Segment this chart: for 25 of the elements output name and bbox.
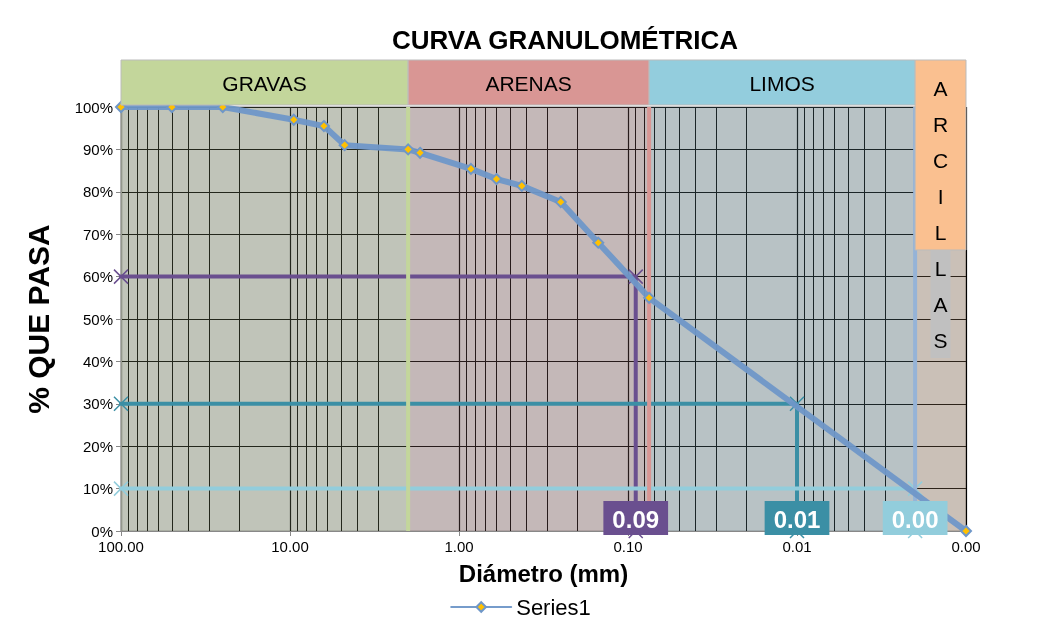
legend-label: Series1 bbox=[516, 594, 591, 620]
chart-title: CURVA GRANULOMÉTRICA bbox=[391, 25, 739, 55]
y-tick-label: 80% bbox=[82, 183, 113, 201]
band-label: LIMOS bbox=[749, 72, 815, 95]
band-label: ARCILLAS bbox=[932, 76, 949, 352]
y-tick-label: 0% bbox=[91, 522, 113, 540]
y-tick-label: 90% bbox=[82, 140, 113, 158]
y-tick-label: 20% bbox=[82, 437, 113, 455]
y-tick-label: 10% bbox=[82, 480, 113, 498]
band-label: GRAVAS bbox=[222, 72, 307, 95]
y-tick-label: 60% bbox=[82, 268, 113, 286]
x-tick-label: 0.01 bbox=[782, 538, 812, 555]
x-axis-title: Diámetro (mm) bbox=[458, 559, 629, 587]
band-label: ARENAS bbox=[485, 72, 572, 95]
x-tick-label: 10.00 bbox=[271, 538, 309, 555]
x-tick-label: 1.00 bbox=[444, 538, 474, 555]
y-tick-label: 40% bbox=[82, 352, 113, 370]
x-tick-label: 100.00 bbox=[98, 538, 144, 555]
y-axis-title: % QUE PASA bbox=[21, 224, 55, 414]
y-tick-label: 70% bbox=[82, 225, 113, 243]
y-tick-label: 50% bbox=[82, 310, 113, 328]
y-tick-label: 100% bbox=[74, 98, 113, 116]
x-tick-label: 0.00 bbox=[951, 538, 981, 555]
x-tick-label: 0.10 bbox=[613, 538, 643, 555]
y-tick-label: 30% bbox=[82, 395, 113, 413]
